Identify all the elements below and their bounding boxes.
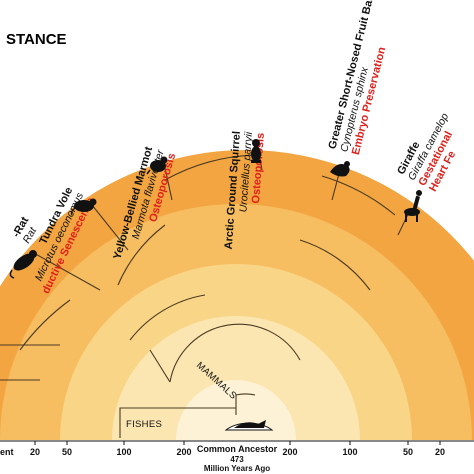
branch-mammals-stem	[235, 393, 256, 408]
axis-left-end-label: ent	[0, 447, 14, 457]
ring-4	[112, 316, 360, 440]
mole-rat-icon	[9, 250, 37, 279]
species-giraffe: Giraffe Giraffa camelop Gestational Hear…	[395, 111, 458, 193]
tip-marmot	[164, 167, 173, 201]
branch-rodent-inner	[117, 224, 166, 286]
giraffe-icon	[404, 190, 422, 222]
root-age: 473	[230, 455, 244, 464]
tip-vole	[91, 204, 129, 251]
axis-tick-label: 20	[435, 447, 445, 457]
vole-icon	[70, 198, 97, 216]
tip-mole-rat	[31, 251, 101, 291]
time-axis: ent 20 50 100 200 200 100 50 20 Common A…	[0, 440, 474, 473]
branch-mammals-arc	[169, 323, 301, 383]
clade-fishes-label: FISHES	[126, 419, 162, 430]
axis-ticks	[34, 441, 441, 445]
species-latin: Urocitellus parryii	[237, 131, 255, 213]
axis-tick-label: 20	[30, 447, 40, 457]
time-rings	[0, 150, 474, 440]
branch-mammals-up	[149, 349, 171, 383]
axis-tick-label: 200	[176, 447, 191, 457]
marmot-icon	[146, 156, 168, 175]
axis-tick-label: 50	[403, 447, 413, 457]
ancestor-fish-icon	[224, 420, 274, 431]
branch-bat-giraffe	[321, 175, 396, 216]
branch-rodent-arc	[129, 294, 206, 341]
branch-laur-arc	[299, 239, 371, 291]
root-name: Common Ancestor	[197, 444, 278, 454]
axis-tick-label: 100	[116, 447, 131, 457]
fruit-bat-icon	[330, 161, 350, 177]
axis-tick-label: 50	[62, 447, 72, 457]
branch-fishes-arc	[19, 299, 71, 351]
branch-fishes	[119, 407, 237, 438]
ground-squirrel-icon	[251, 139, 261, 163]
species-fruit-bat: Greater Short-Nosed Fruit Bat Cynopterus…	[327, 0, 389, 156]
axis-tick-label: 100	[342, 447, 357, 457]
page-title: STANCE	[6, 31, 67, 48]
axis-tick-label: 200	[282, 447, 297, 457]
root-unit: Million Years Ago	[204, 464, 270, 473]
